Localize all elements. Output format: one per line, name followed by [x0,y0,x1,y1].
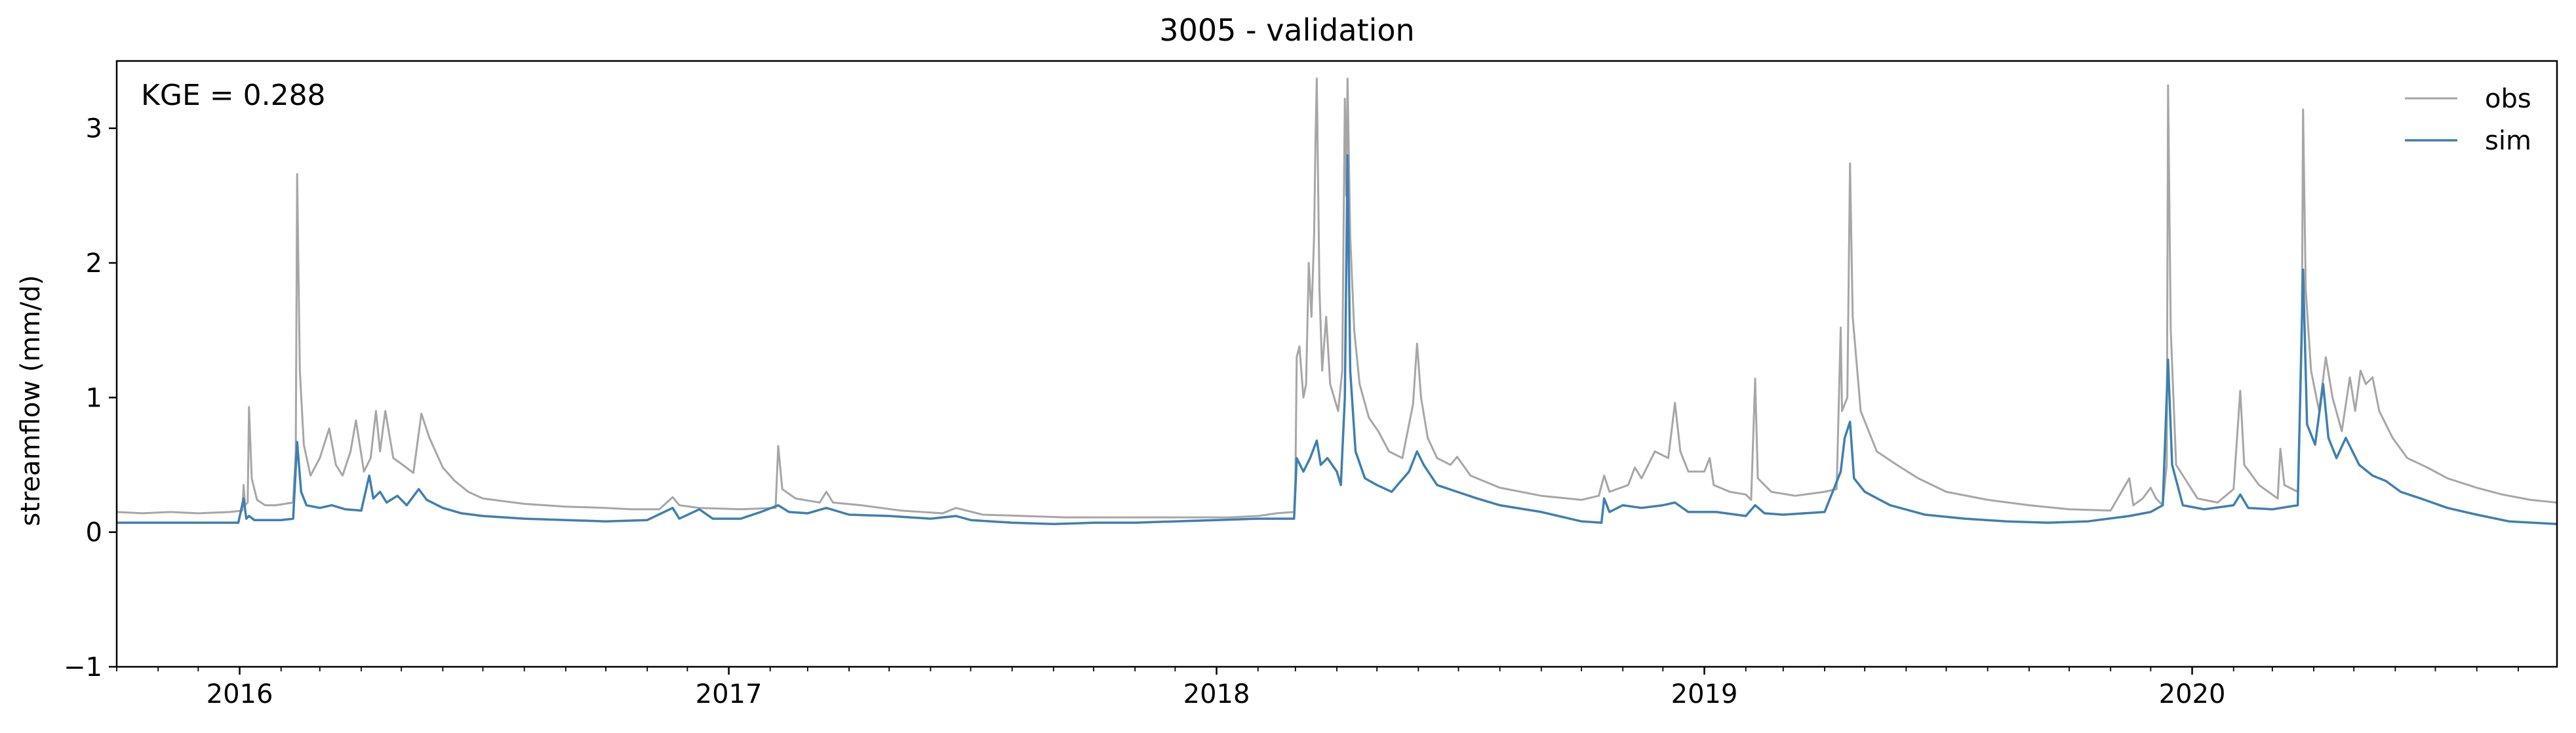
series-line-obs [117,77,2557,519]
y-tick-label: −1 [64,652,102,683]
y-tick-label: 0 [86,518,102,548]
plot-area-frame [115,60,2558,668]
legend-label-sim: sim [2485,126,2531,156]
x-tick-label: 2017 [696,679,763,709]
x-tick-label: 2016 [207,679,273,709]
legend: obs sim [2405,84,2531,156]
y-tick-label: 3 [86,114,102,144]
legend-label-obs: obs [2485,84,2531,114]
kge-annotation: KGE = 0.288 [141,79,326,112]
y-tick-label: 1 [86,383,102,413]
chart-title: 3005 - validation [1159,12,1414,48]
y-tick-label: 2 [86,248,102,279]
x-tick-label: 2020 [2159,679,2226,709]
x-tick-label: 2019 [1671,679,1738,709]
x-tick-label: 2018 [1183,679,1250,709]
series-line-sim [117,153,2557,526]
y-axis-label: streamflow (mm/d) [16,275,46,526]
